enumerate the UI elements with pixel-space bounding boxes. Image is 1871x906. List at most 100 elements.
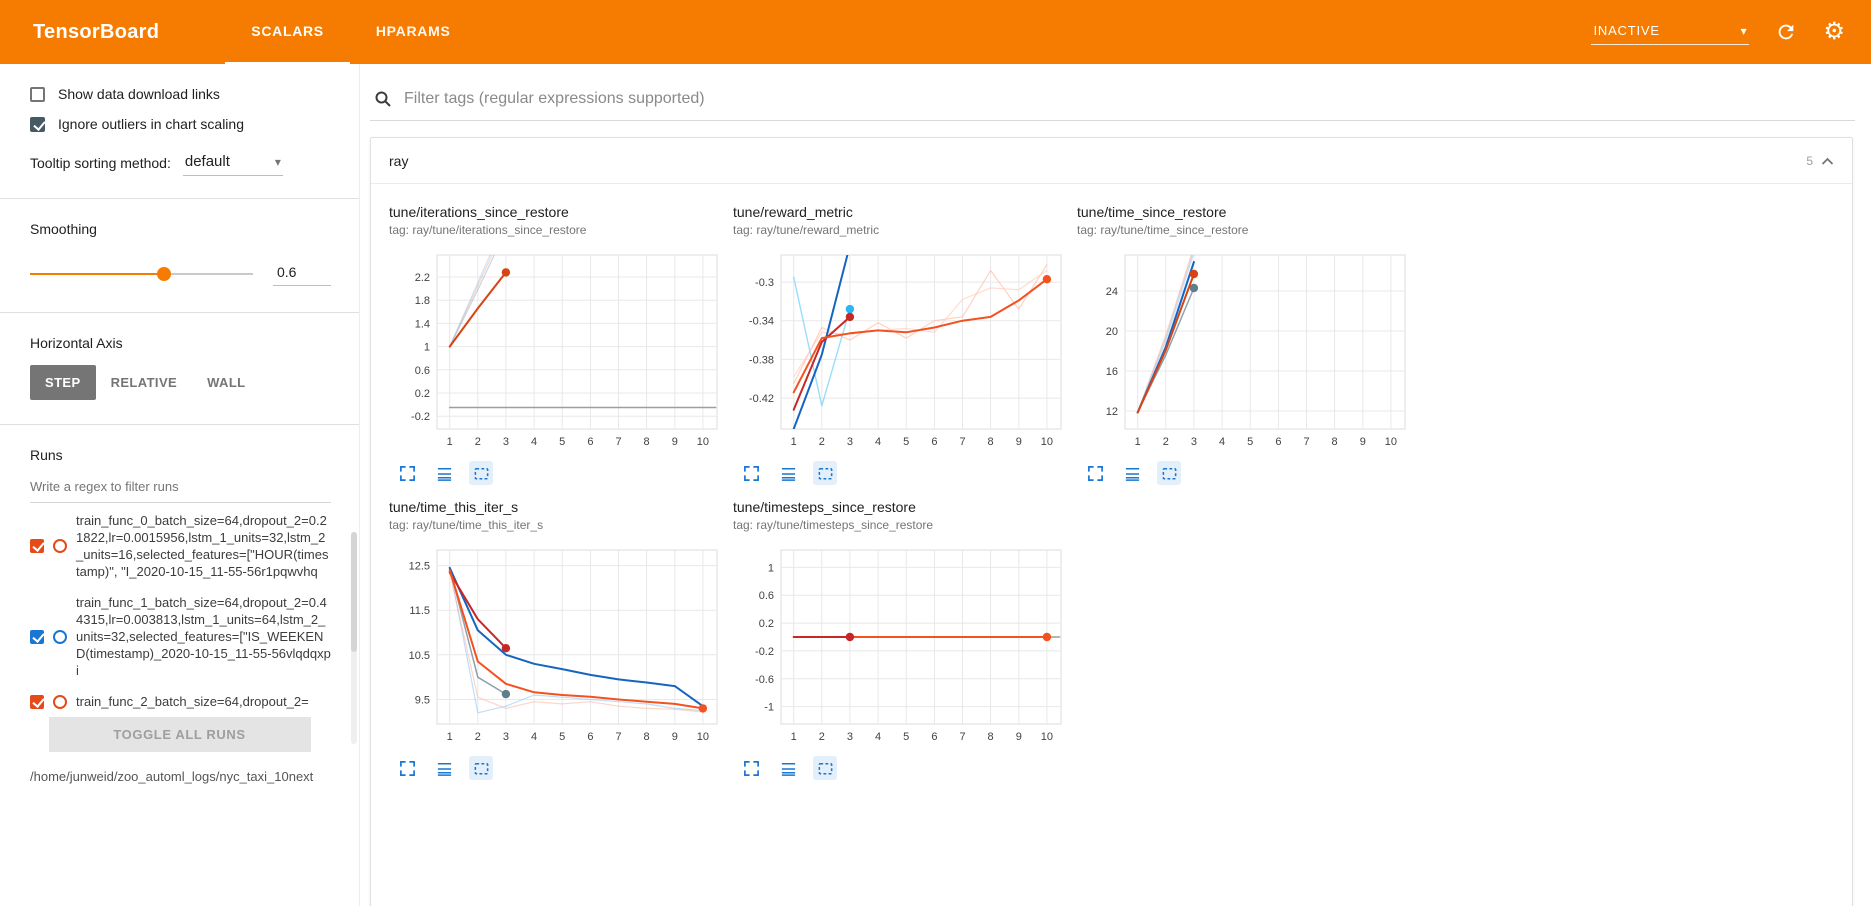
svg-text:2: 2 [1163, 436, 1169, 448]
svg-text:4: 4 [531, 436, 537, 448]
main-content: ray 5 tune/iterations_since_restore tag: … [360, 64, 1871, 906]
svg-text:8: 8 [644, 436, 650, 448]
run-solo-radio[interactable] [53, 539, 67, 553]
settings-icon[interactable]: ⚙ [1823, 18, 1845, 45]
svg-text:3: 3 [847, 436, 853, 448]
run-solo-radio[interactable] [53, 694, 67, 709]
smoothing-slider[interactable] [30, 266, 253, 281]
show-data-download-links-checkbox-row[interactable]: Show data download links [30, 86, 331, 102]
svg-text:3: 3 [503, 731, 509, 743]
svg-text:11.5: 11.5 [409, 605, 430, 617]
log-scale-icon[interactable] [1120, 461, 1144, 485]
svg-text:20: 20 [1106, 326, 1118, 338]
status-dropdown[interactable]: INACTIVE ▾ [1591, 19, 1750, 45]
chevron-up-icon[interactable] [1821, 157, 1834, 166]
tag-filter-input[interactable] [404, 90, 1851, 108]
svg-text:1: 1 [447, 731, 453, 743]
run-checkbox[interactable] [30, 694, 44, 709]
refresh-icon[interactable] [1775, 21, 1797, 43]
chart-toolbar [389, 756, 725, 780]
expand-chart-icon[interactable] [739, 461, 763, 485]
run-solo-radio[interactable] [53, 629, 67, 644]
show-data-download-links-checkbox[interactable] [30, 86, 45, 102]
runs-filter-input[interactable] [30, 473, 331, 503]
fit-domain-icon[interactable] [813, 461, 837, 485]
svg-text:8: 8 [988, 731, 994, 743]
search-icon [374, 90, 392, 108]
ignore-outliers-checkbox[interactable] [30, 116, 45, 132]
chart-card: tune/timesteps_since_restore tag: ray/tun… [733, 499, 1069, 780]
svg-text:-0.3: -0.3 [755, 277, 774, 289]
expand-chart-icon[interactable] [395, 461, 419, 485]
axis-wall-button[interactable]: WALL [192, 365, 260, 400]
fit-domain-icon[interactable] [1157, 461, 1181, 485]
tooltip-sorting-dropdown[interactable]: default ▾ [182, 150, 283, 176]
svg-text:9: 9 [672, 731, 678, 743]
app-title: TensorBoard [33, 20, 160, 43]
chart-tag: tag: ray/tune/reward_metric [733, 223, 880, 237]
chevron-down-icon: ▾ [1740, 23, 1748, 38]
svg-text:1: 1 [768, 562, 774, 574]
svg-text:9: 9 [1016, 436, 1022, 448]
tag-group-header[interactable]: ray 5 [371, 138, 1852, 184]
svg-text:10.5: 10.5 [409, 650, 430, 662]
svg-text:5: 5 [1247, 436, 1253, 448]
log-scale-icon[interactable] [776, 756, 800, 780]
fit-domain-icon[interactable] [813, 756, 837, 780]
svg-text:6: 6 [587, 731, 593, 743]
svg-text:4: 4 [875, 731, 881, 743]
ignore-outliers-checkbox-row[interactable]: Ignore outliers in chart scaling [30, 116, 331, 132]
svg-text:4: 4 [1219, 436, 1225, 448]
tooltip-sorting-row: Tooltip sorting method: default ▾ [30, 150, 331, 176]
svg-text:-0.42: -0.42 [749, 393, 774, 405]
runs-list: train_func_0_batch_size=64,dropout_2=0.2… [30, 505, 331, 717]
expand-chart-icon[interactable] [395, 756, 419, 780]
chart-plot[interactable]: -1 -0.6 -0.2 0.2 0.6 1 1 2 3 4 5 6 7 8 9 10 [733, 544, 1069, 746]
run-row[interactable]: train_func_2_batch_size=64,dropout_2= [30, 686, 331, 717]
chart-card: tune/time_since_restore tag: ray/tune/tim… [1077, 204, 1413, 485]
tab-hparams[interactable]: HPARAMS [375, 23, 451, 39]
log-scale-icon[interactable] [432, 461, 456, 485]
svg-text:0.6: 0.6 [415, 365, 430, 377]
smoothing-value[interactable]: 0.6 [273, 261, 331, 286]
svg-text:0.2: 0.2 [415, 388, 430, 400]
toggle-all-runs-button[interactable]: TOGGLE ALL RUNS [48, 717, 311, 752]
smoothing-control: 0.6 [30, 261, 331, 286]
svg-text:2: 2 [819, 436, 825, 448]
sidebar: Show data download links Ignore outliers… [0, 64, 360, 906]
horizontal-axis-label: Horizontal Axis [30, 335, 123, 351]
chart-plot[interactable]: -0.42 -0.38 -0.34 -0.3 1 2 3 4 5 6 7 8 9 10 [733, 249, 1069, 451]
chart-card: tune/time_this_iter_s tag: ray/tune/time_… [389, 499, 725, 780]
svg-text:0.6: 0.6 [759, 590, 774, 602]
expand-chart-icon[interactable] [739, 756, 763, 780]
svg-text:9: 9 [672, 436, 678, 448]
run-checkbox[interactable] [30, 629, 44, 644]
svg-text:5: 5 [903, 436, 909, 448]
run-checkbox[interactable] [30, 539, 44, 553]
smoothing-slider-thumb[interactable] [156, 266, 171, 281]
axis-step-button[interactable]: STEP [30, 365, 96, 400]
chart-title: tune/reward_metric [733, 204, 853, 220]
run-row[interactable]: train_func_1_batch_size=64,dropout_2=0.4… [30, 587, 331, 686]
runs-scrollbar[interactable] [351, 532, 357, 744]
svg-text:-0.6: -0.6 [755, 674, 774, 686]
chart-card: tune/reward_metric tag: ray/tune/reward_m… [733, 204, 1069, 485]
fit-domain-icon[interactable] [469, 756, 493, 780]
chart-plot[interactable]: 9.5 10.5 11.5 12.5 1 2 3 4 5 6 7 8 9 10 [389, 544, 725, 746]
svg-text:10: 10 [697, 436, 709, 448]
svg-text:-0.2: -0.2 [411, 411, 430, 423]
divider [0, 424, 359, 425]
log-scale-icon[interactable] [776, 461, 800, 485]
chart-plot[interactable]: -0.2 0.2 0.6 1 1.4 1.8 2.2 1 2 3 4 5 6 7 8 9 10 [389, 249, 725, 451]
run-row[interactable]: train_func_0_batch_size=64,dropout_2=0.2… [30, 505, 331, 587]
log-scale-icon[interactable] [432, 756, 456, 780]
tab-scalars[interactable]: SCALARS [225, 0, 350, 64]
svg-text:1: 1 [791, 436, 797, 448]
fit-domain-icon[interactable] [469, 461, 493, 485]
expand-chart-icon[interactable] [1083, 461, 1107, 485]
svg-text:-0.2: -0.2 [755, 646, 774, 658]
svg-text:4: 4 [531, 731, 537, 743]
axis-relative-button[interactable]: RELATIVE [96, 365, 193, 400]
runs-scrollbar-thumb[interactable] [351, 532, 357, 652]
